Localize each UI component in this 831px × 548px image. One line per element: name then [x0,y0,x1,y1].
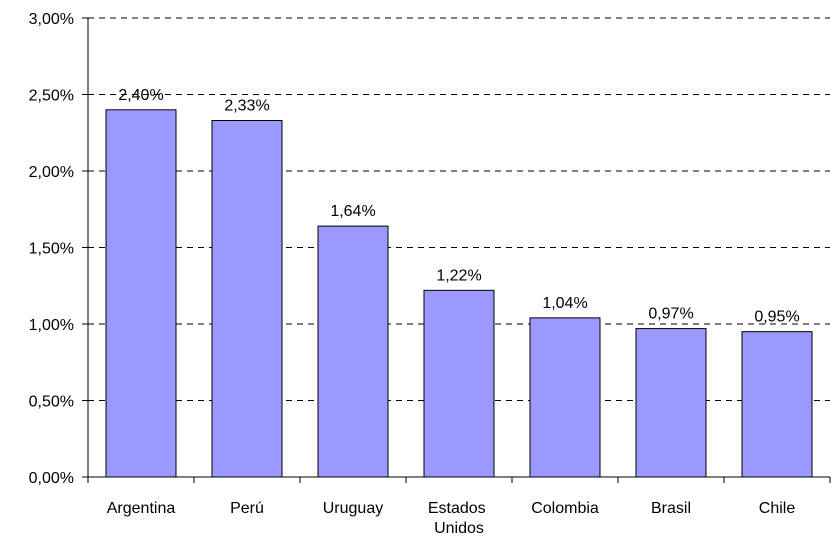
bar [423,289,495,478]
x-tick-label: Estados Unidos [428,500,490,537]
y-tick-label: 1,50% [29,241,74,258]
bar [741,331,813,478]
value-label: 1,64% [330,203,375,220]
value-label: 0,95% [754,309,799,326]
x-tick-label: Chile [759,500,796,517]
y-tick-label: 3,00% [29,11,74,28]
value-label: 1,22% [436,267,481,284]
y-tick-label: 2,00% [29,164,74,181]
x-tick-label: Brasil [651,500,691,517]
x-tick-label: Perú [230,500,264,517]
y-tick-label: 1,00% [29,317,74,334]
value-label: 1,04% [542,295,587,312]
x-tick-label: Colombia [531,500,599,517]
value-label: 2,33% [224,98,269,115]
y-tick-label: 2,50% [29,88,74,105]
bar [317,225,389,478]
y-tick-label: 0,50% [29,394,74,411]
bar [105,109,177,478]
value-label: 0,97% [648,306,693,323]
value-label: 2,40% [118,87,163,104]
x-tick-label: Argentina [107,500,176,517]
x-tick-label: Uruguay [323,500,383,517]
y-tick-label: 0,00% [29,470,74,487]
bar [211,120,283,478]
bar [635,328,707,478]
bar [529,317,601,478]
